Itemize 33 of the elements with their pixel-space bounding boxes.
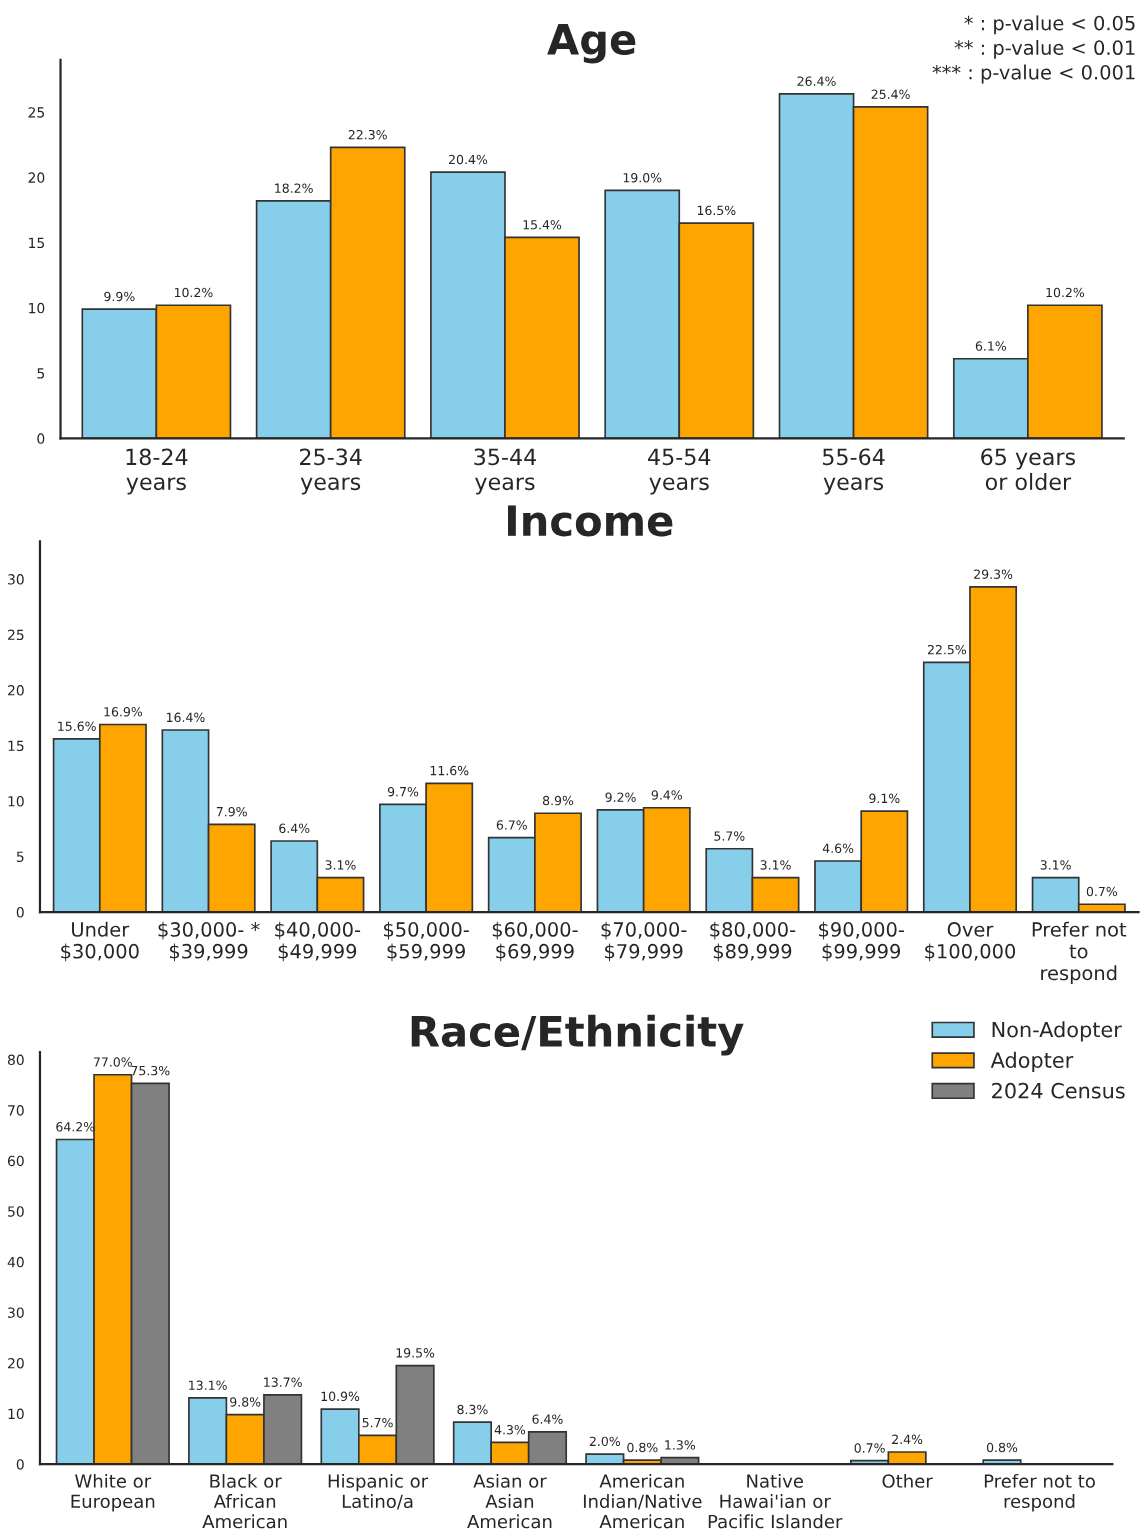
x-tick-label: $60,000- $69,999	[492, 921, 578, 962]
x-tick-label: 55-64 years	[823, 448, 885, 495]
x-tick-label: 35-44 years	[474, 448, 537, 495]
chart-title: Income	[508, 505, 673, 537]
x-tick-label: Under $30,000	[61, 921, 139, 962]
x-tick-label: 65 years or older	[981, 448, 1076, 491]
x-tick-label: $30,000- * $39,999	[158, 921, 260, 962]
chart-title: Race/Ethnicity	[411, 1014, 744, 1056]
x-tick-label: $80,000- $89,999	[710, 921, 796, 962]
x-tick-label: $70,000- $79,999	[601, 921, 687, 962]
x-tick-label: Other	[882, 1473, 933, 1488]
x-tick-label: $90,000- $99,999	[819, 921, 904, 962]
x-tick-label: $40,000- $49,999	[275, 921, 361, 962]
legend-label: Non-Adopter	[992, 1021, 1122, 1042]
x-tick-label: Over $100,000	[925, 922, 1016, 962]
x-tick-label: 25-34 years	[300, 448, 362, 495]
x-tick-label: Prefer not to respond	[984, 1473, 1095, 1512]
text: * : p-value < 0.05	[964, 15, 1135, 35]
x-tick-label: Black or African American	[202, 1473, 287, 1529]
x-tick-label: Asian or Asian American	[467, 1473, 552, 1529]
legend-label: Adopter	[990, 1051, 1074, 1073]
text: ** : p-value < 0.01	[954, 39, 1135, 59]
annotation: *** : p-value < 0.001	[932, 64, 1135, 84]
x-tick-label: Prefer not to respond	[1032, 921, 1127, 985]
x-tick-label: 18-24 years	[126, 448, 188, 495]
x-tick-label: White or European	[71, 1473, 155, 1512]
x-tick-label: Hispanic or Latino/a	[328, 1473, 429, 1510]
x-tick-label: Native Hawai'ian or Pacific Islander	[708, 1473, 843, 1529]
x-tick-label: 45-54 years	[648, 448, 711, 495]
chart-title: Age	[547, 24, 636, 64]
x-tick-label: American Indian/Native American	[583, 1473, 702, 1529]
legend-label: 2024 Census	[992, 1082, 1125, 1099]
x-tick-label: $50,000- $59,999	[384, 921, 469, 962]
